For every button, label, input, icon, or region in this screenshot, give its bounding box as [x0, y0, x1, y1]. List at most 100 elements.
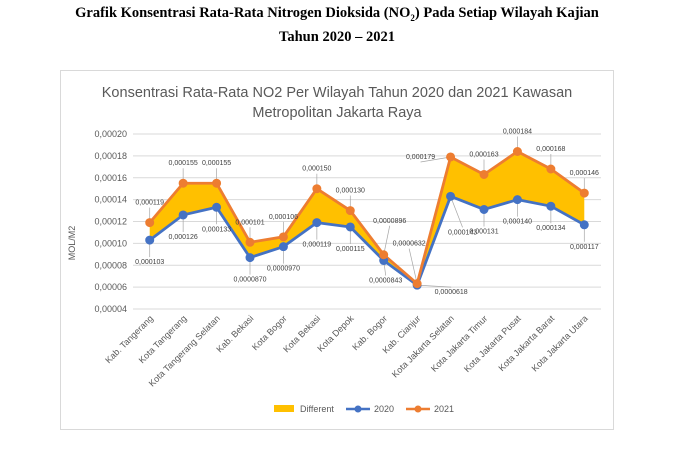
data-label-2021: 0,000179 [406, 154, 435, 161]
data-label-2021: 0,000101 [235, 219, 264, 226]
series-lines [148, 150, 586, 287]
point-2021 [178, 178, 188, 188]
data-label-2020: 0,000115 [336, 246, 365, 253]
point-2020 [312, 218, 322, 228]
chart-title-line1: Konsentrasi Rata-Rata NO2 Per Wilayah Ta… [102, 85, 572, 101]
y-axis-label: MOL/M2 [67, 226, 77, 261]
data-label-2020: 0,0000843 [369, 278, 402, 285]
x-tick-label: Kota Tangerang Selatan [147, 313, 222, 388]
legend-label-2021: 2021 [434, 404, 454, 414]
y-tick-label: 0,00016 [94, 173, 127, 183]
data-labels: 0,000119 0,000103 0,000155 0,000126 0,000155… [135, 129, 599, 297]
legend-swatch-different [274, 405, 294, 412]
point-2021 [245, 237, 255, 247]
data-label-2020: 0,000131 [469, 228, 498, 235]
label-leaders [149, 136, 585, 288]
y-tick-label: 0,00010 [94, 238, 127, 248]
x-tick-label: Kota Jakarta Timur [429, 313, 489, 373]
point-2020 [178, 210, 188, 220]
y-tick-label: 0,00006 [94, 282, 127, 292]
point-2021 [479, 169, 489, 179]
point-2021 [579, 188, 589, 198]
legend-label-different: Different [300, 404, 334, 414]
data-label-2021: 0,0000896 [373, 218, 406, 225]
y-tick-label: 0,00018 [94, 151, 127, 161]
point-2021 [312, 184, 322, 194]
difference-area-fill [149, 151, 585, 286]
data-label-2020: 0,000103 [135, 259, 164, 266]
legend-marker-2020 [354, 405, 362, 413]
series-line-2020 [148, 194, 585, 287]
x-tick-label: Kota Jakarta Pusat [462, 313, 523, 374]
data-label-2020: 0,0000970 [267, 266, 300, 273]
chart-title-line2: Metropolitan Jakarta Raya [252, 105, 422, 121]
title-text-end: ) Pada Setiap Wilayah Kajian [414, 5, 599, 21]
point-2020 [546, 201, 556, 211]
data-label-2020: 0,0000870 [233, 277, 266, 284]
series-points [145, 147, 589, 290]
y-tick-label: 0,00008 [94, 260, 127, 270]
chart-container: Konsentrasi Rata-Rata NO2 Per Wilayah Ta… [60, 70, 614, 430]
point-2020 [212, 202, 222, 212]
point-2021 [546, 164, 556, 174]
legend: Different 2020 2021 [274, 404, 454, 414]
point-2020 [446, 191, 456, 201]
y-tick-label: 0,00014 [94, 195, 127, 205]
data-label-2021: 0,000130 [336, 188, 365, 195]
point-2021 [212, 178, 222, 188]
point-2020 [245, 253, 255, 263]
x-tick-label: Kota Jakarta Selatan [390, 313, 456, 379]
data-label-2020: 0,000117 [570, 244, 599, 251]
label-leader [420, 156, 451, 163]
title-text: Grafik Konsentrasi Rata-Rata Nitrogen Di… [75, 5, 411, 21]
point-2020 [512, 195, 522, 205]
data-label-2020: 0,000133 [202, 226, 231, 233]
y-tick-label: 0,00012 [94, 217, 127, 227]
data-label-2021: 0,000155 [169, 160, 198, 167]
point-2020 [479, 204, 489, 214]
data-label-2021: 0,0000632 [393, 241, 426, 248]
title-subscript: 2 [410, 12, 415, 23]
y-axis-ticks: 0,00004 0,00006 0,00008 0,00010 0,00012 0,000… [94, 129, 127, 314]
data-label-2021: 0,000184 [503, 129, 532, 136]
point-2021 [145, 218, 155, 228]
data-label-2020: 0,000140 [503, 219, 532, 226]
data-label-2021: 0,000163 [469, 151, 498, 158]
data-label-2021: 0,000119 [135, 200, 164, 207]
label-leader [450, 196, 463, 228]
point-2020 [345, 222, 355, 232]
x-tick-label: Kota Depok [315, 313, 356, 354]
data-label-2020: 0,000134 [536, 225, 565, 232]
data-label-2020: 0,000126 [169, 234, 198, 241]
data-label-2021: 0,000150 [302, 166, 331, 173]
data-label-2021: 0,000106 [269, 214, 298, 221]
data-label-2021: 0,000168 [536, 146, 565, 153]
label-leader [417, 284, 452, 288]
point-2021 [412, 279, 422, 289]
point-2021 [379, 250, 389, 260]
data-label-2020: 0,000119 [303, 242, 332, 249]
point-2020 [278, 242, 288, 252]
document-title: Grafik Konsentrasi Rata-Rata Nitrogen Di… [0, 4, 674, 47]
document-title-line1: Grafik Konsentrasi Rata-Rata Nitrogen Di… [0, 4, 674, 28]
series-line-2021 [148, 150, 586, 286]
y-tick-label: 0,00004 [94, 304, 127, 314]
data-label-2021: 0,000146 [570, 170, 599, 177]
x-tick-label: Kota Jakarta Barat [496, 313, 556, 373]
legend-label-2020: 2020 [374, 404, 394, 414]
label-leader [383, 225, 391, 255]
document-title-line2: Tahun 2020 – 2021 [279, 28, 395, 45]
data-label-2021: 0,000155 [202, 160, 231, 167]
point-2021 [446, 152, 456, 162]
x-tick-label: Kota Jakarta Utara [530, 313, 590, 373]
difference-area [149, 151, 585, 286]
no2-line-chart: Konsentrasi Rata-Rata NO2 Per Wilayah Ta… [67, 85, 601, 414]
point-2020 [579, 220, 589, 230]
point-2021 [512, 147, 522, 156]
label-leader [408, 248, 418, 284]
data-label-2020: 0,0000618 [435, 289, 468, 296]
legend-marker-2021 [414, 405, 422, 413]
y-tick-label: 0,00020 [94, 129, 127, 139]
point-2021 [345, 206, 355, 216]
